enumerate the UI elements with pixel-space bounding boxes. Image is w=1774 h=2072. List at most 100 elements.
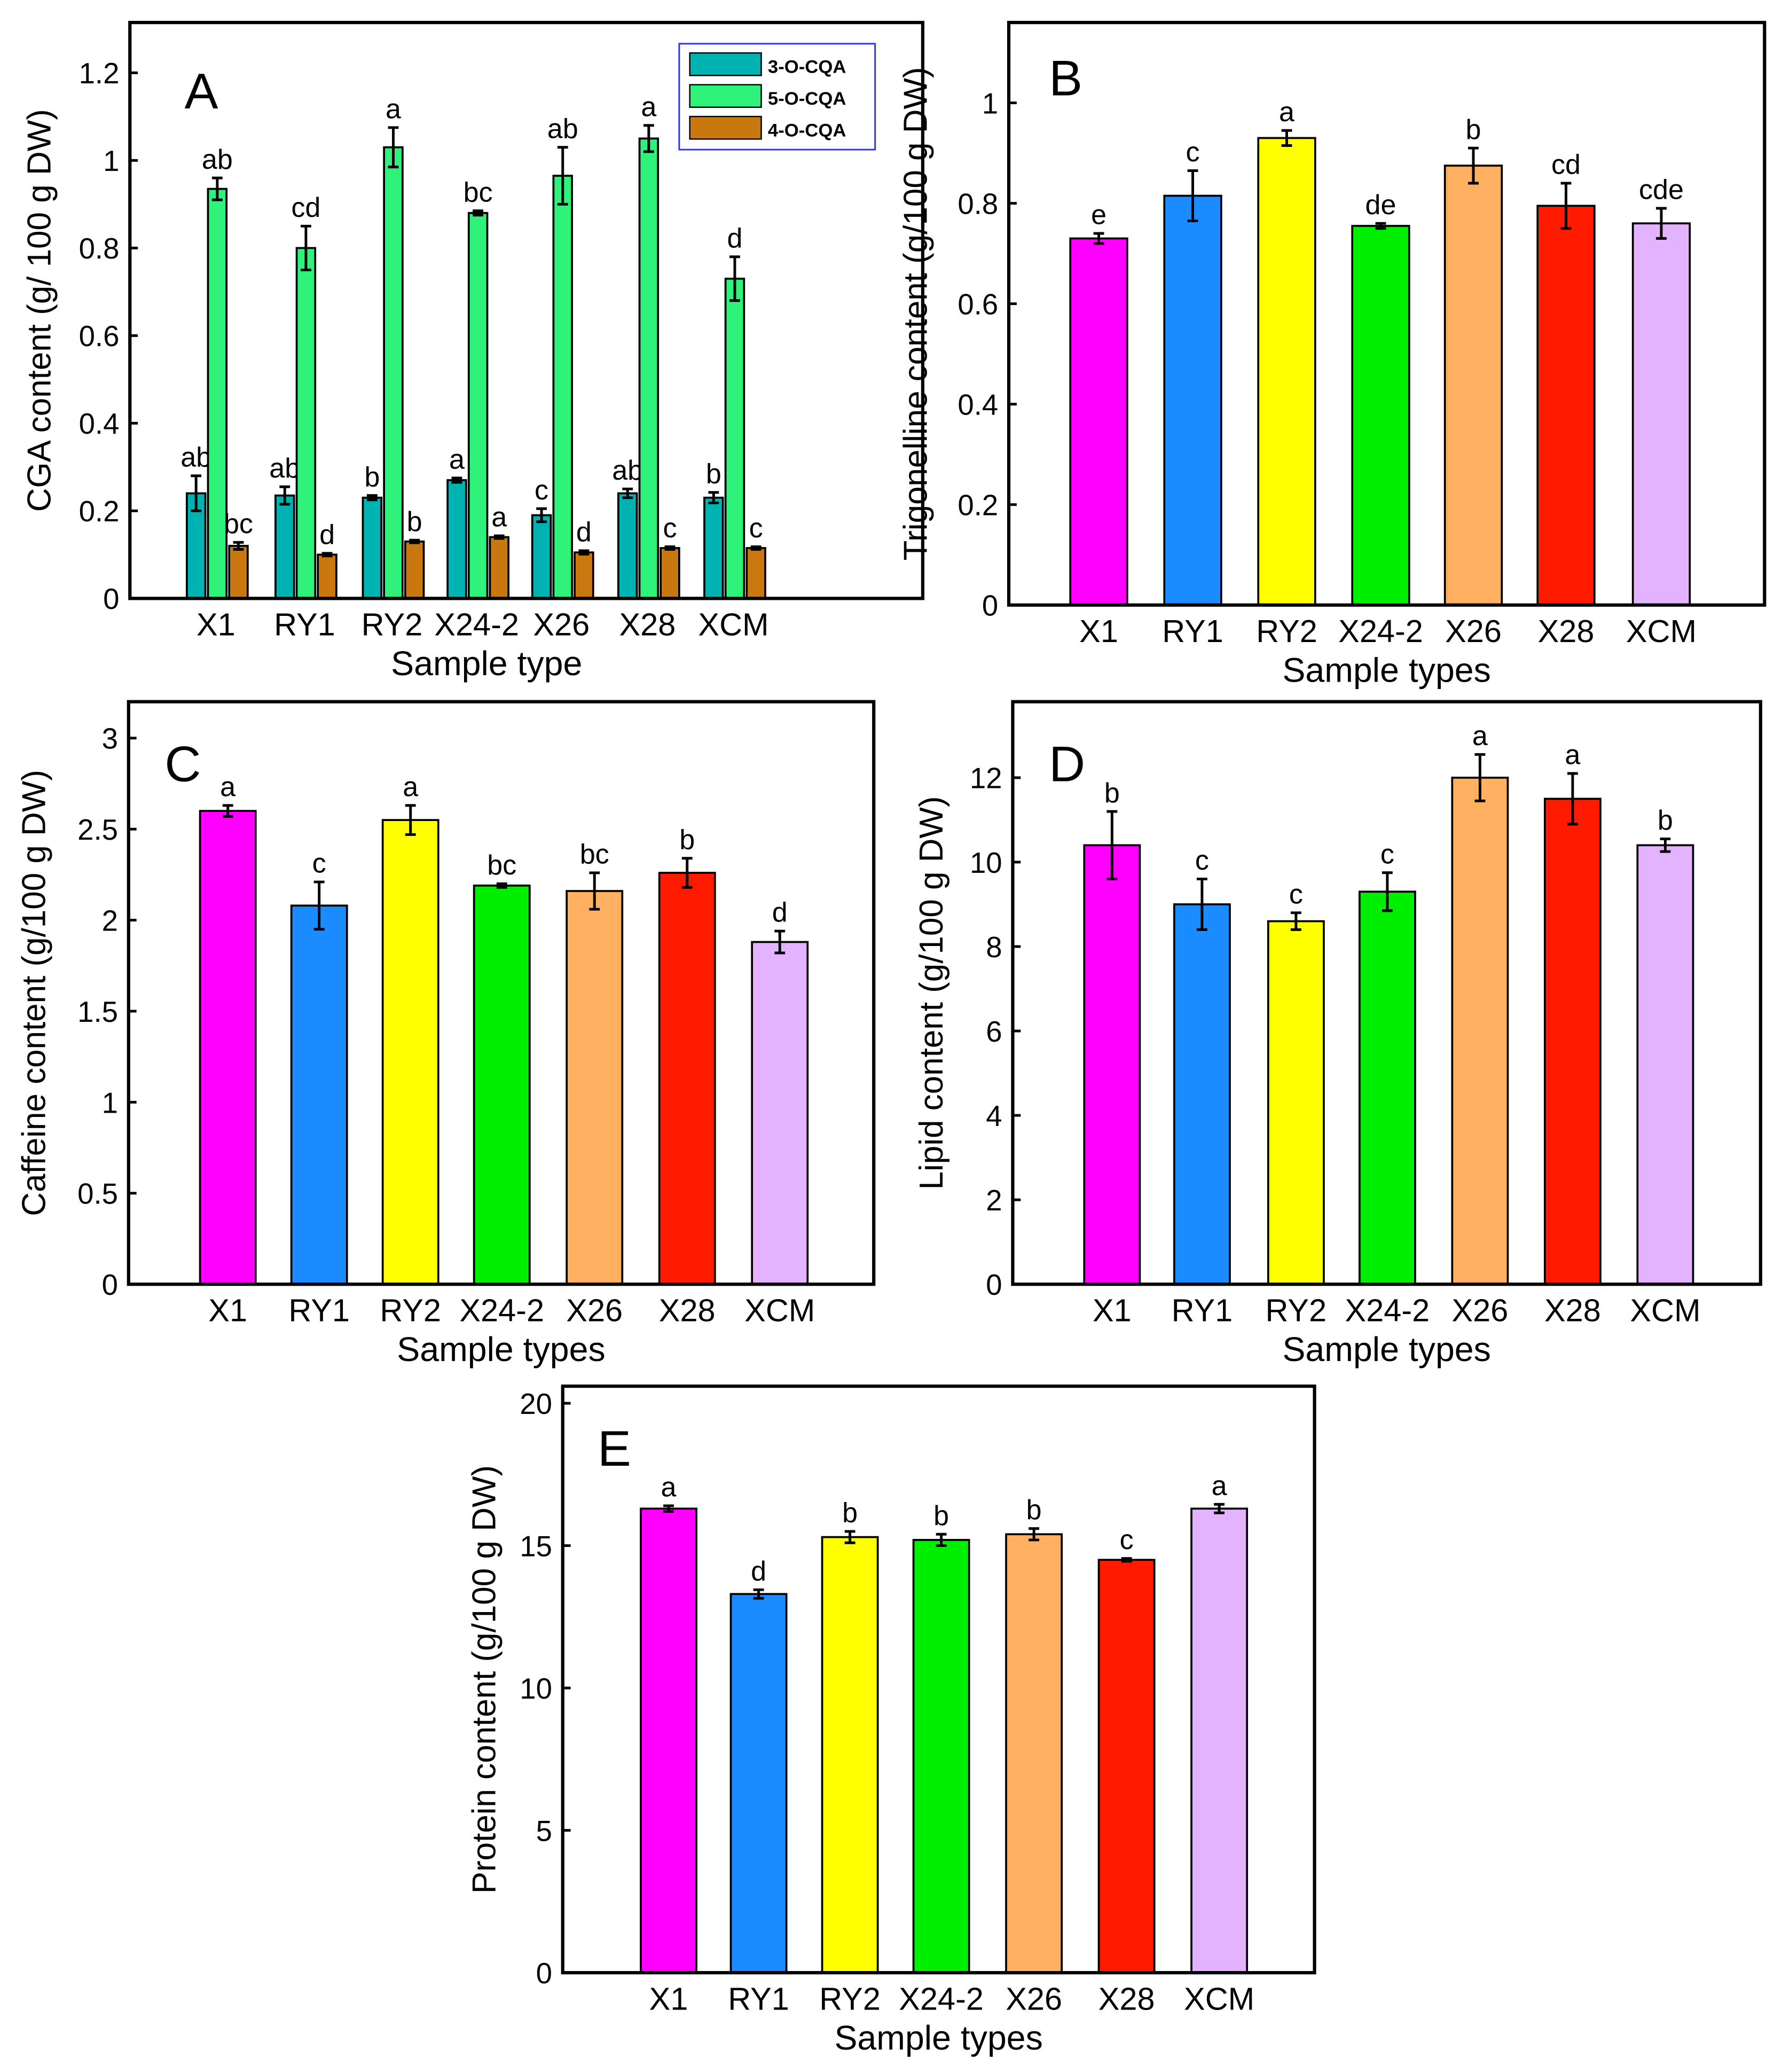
- legend-label: 3-O-CQA: [768, 57, 846, 77]
- panel-B: e c a de b cd cde 0 0.2 0.4 0.6 0.8 1 X1 RY1 RY2 X24-2 X2…: [897, 21, 1767, 689]
- RY2-significance-letter: a: [403, 772, 418, 803]
- X26-significance-letter: b: [1026, 1495, 1042, 1526]
- y-tick-label: 0.8: [79, 232, 120, 265]
- y-tick-label: 2: [102, 904, 118, 937]
- y-tick-label: 4: [986, 1100, 1002, 1132]
- series-1-RY1-significance-letter: cd: [291, 192, 320, 223]
- X1-bar: [1083, 844, 1141, 1286]
- x-tick-label: X1: [208, 1293, 247, 1328]
- y-tick-label: 15: [520, 1530, 552, 1562]
- y-tick-label: 0.2: [957, 489, 998, 522]
- series-0-RY2-bar: [362, 496, 383, 600]
- y-tick-label: 2.5: [77, 814, 118, 846]
- XCM-bar: [1631, 222, 1691, 606]
- plot-frame: [128, 21, 925, 600]
- RY1-bar: [729, 1593, 788, 1974]
- X26-significance-letter: bc: [580, 839, 609, 870]
- y-tick-label: 5: [536, 1815, 552, 1847]
- x-tick-label: RY1: [1172, 1293, 1233, 1328]
- x-tick-label: X28: [619, 607, 676, 643]
- y-tick-label: 0: [103, 583, 119, 615]
- x-tick-label: X28: [659, 1293, 716, 1328]
- series-1-RY1-bar: [295, 247, 317, 600]
- series-0-RY2-significance-letter: b: [364, 462, 380, 492]
- x-tick-label: X28: [1544, 1293, 1601, 1328]
- x-tick-label: RY1: [288, 1293, 350, 1328]
- series-0-X1-significance-letter: ab: [180, 442, 211, 473]
- y-tick-label: 8: [986, 931, 1002, 964]
- series-1-X28-significance-letter: a: [641, 91, 656, 122]
- XCM-bar: [1636, 844, 1694, 1286]
- y-tick-label: 0.4: [957, 388, 998, 421]
- XCM-significance-letter: cde: [1639, 175, 1684, 206]
- X24-2-bar: [473, 885, 531, 1286]
- y-tick-label: 0.8: [957, 187, 998, 220]
- X28-significance-letter: cd: [1551, 150, 1581, 181]
- legend-swatch: [689, 115, 762, 140]
- X24-2-bar: [1351, 225, 1410, 606]
- x-axis-title: Sample types: [1282, 1330, 1490, 1369]
- series-2-X28-significance-letter: c: [663, 513, 677, 544]
- y-tick-label: 0.2: [79, 495, 120, 528]
- panel-letter: C: [164, 736, 201, 792]
- series-1-X24-2-significance-letter: bc: [464, 177, 493, 208]
- X28-significance-letter: c: [1120, 1524, 1134, 1555]
- y-tick-label: 20: [520, 1388, 552, 1420]
- x-tick-label: RY2: [362, 607, 423, 643]
- series-2-X26-significance-letter: d: [576, 517, 592, 548]
- RY2-bar: [1267, 920, 1325, 1286]
- x-tick-label: RY1: [274, 607, 335, 643]
- X28-significance-letter: b: [679, 824, 695, 855]
- y-axis-title: Caffeine content (g/100 g DW): [16, 770, 53, 1216]
- X1-bar: [640, 1507, 697, 1974]
- X26-bar: [1451, 777, 1509, 1286]
- x-tick-label: X1: [1079, 613, 1118, 649]
- x-tick-label: X26: [1451, 1293, 1508, 1328]
- RY2-significance-letter: b: [842, 1498, 858, 1529]
- RY2-bar: [821, 1536, 879, 1974]
- series-2-X26-bar: [574, 551, 594, 600]
- series-1-XCM-significance-letter: d: [727, 223, 742, 254]
- y-axis-title: Trigonelline content (g/100 g DW): [897, 67, 934, 560]
- RY1-significance-letter: d: [751, 1556, 766, 1587]
- RY2-bar: [1257, 137, 1316, 606]
- y-tick-label: 0.6: [79, 320, 120, 353]
- X26-bar: [566, 890, 624, 1286]
- x-tick-label: RY1: [728, 1981, 789, 2017]
- series-2-X1-significance-letter: bc: [224, 509, 253, 539]
- y-axis-title: Protein content (g/100 g DW): [466, 1465, 503, 1894]
- series-2-X28-bar: [660, 547, 680, 600]
- X24-2-bar: [1358, 890, 1416, 1286]
- x-tick-label: X24-2: [1345, 1293, 1430, 1328]
- RY2-significance-letter: c: [1289, 879, 1303, 910]
- plot-frame: [1007, 21, 1767, 607]
- x-tick-label: XCM: [698, 607, 768, 643]
- x-tick-label: X24-2: [459, 1293, 544, 1328]
- x-tick-label: XCM: [744, 1293, 815, 1328]
- X1-bar: [199, 810, 257, 1286]
- series-0-X26-bar: [531, 514, 552, 600]
- series-1-RY2-bar: [383, 146, 404, 600]
- X28-bar: [1544, 797, 1602, 1286]
- y-axis-title: CGA content (g/ 100 g DW): [21, 109, 58, 512]
- legend-label: 5-O-CQA: [768, 89, 846, 109]
- series-2-XCM-significance-letter: c: [749, 513, 763, 544]
- series-1-X26-significance-letter: ab: [547, 113, 578, 144]
- x-tick-label: X24-2: [434, 607, 519, 643]
- y-tick-label: 0.4: [79, 408, 120, 440]
- X28-significance-letter: a: [1565, 740, 1580, 771]
- x-axis-title: Sample types: [1282, 651, 1490, 689]
- y-tick-label: 0: [536, 1957, 552, 1990]
- x-tick-label: XCM: [1626, 613, 1697, 649]
- x-tick-label: RY2: [819, 1981, 881, 2017]
- y-tick-label: 0: [102, 1269, 118, 1301]
- panel-E: a d b b b c a 0 5 10 15 20 X1 RY1 RY2 X24-2 X26 X28 XCM Sam…: [466, 1384, 1316, 2057]
- series-2-RY1-significance-letter: d: [319, 520, 335, 551]
- panel-D: b c c c a a b 0 2 4 6 8 10 12 X1 RY1 RY2 X24-2 X26 X28 XCM Sa…: [913, 700, 1762, 1369]
- y-tick-label: 1.5: [77, 996, 118, 1028]
- x-tick-label: X1: [649, 1981, 688, 2017]
- y-tick-label: 10: [970, 847, 1002, 879]
- RY1-bar: [1163, 194, 1222, 606]
- y-tick-label: 0: [986, 1269, 1002, 1301]
